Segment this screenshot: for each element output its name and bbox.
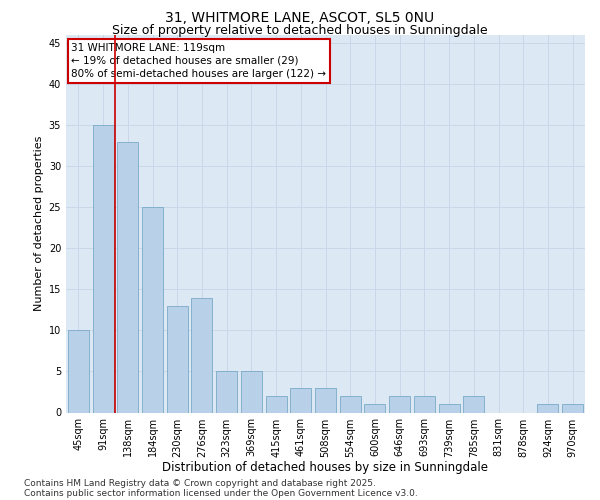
Bar: [266, 396, 287, 412]
Bar: [463, 396, 484, 412]
Bar: [290, 388, 311, 412]
Text: Contains public sector information licensed under the Open Government Licence v3: Contains public sector information licen…: [24, 488, 418, 498]
Bar: [439, 404, 460, 412]
Y-axis label: Number of detached properties: Number of detached properties: [34, 136, 44, 312]
Text: 31 WHITMORE LANE: 119sqm
← 19% of detached houses are smaller (29)
80% of semi-d: 31 WHITMORE LANE: 119sqm ← 19% of detach…: [71, 42, 326, 79]
Text: 31, WHITMORE LANE, ASCOT, SL5 0NU: 31, WHITMORE LANE, ASCOT, SL5 0NU: [166, 11, 434, 25]
Bar: [117, 142, 138, 412]
Bar: [315, 388, 336, 412]
Bar: [241, 372, 262, 412]
Bar: [92, 126, 113, 412]
Bar: [364, 404, 385, 412]
Bar: [191, 298, 212, 412]
Bar: [414, 396, 435, 412]
Bar: [389, 396, 410, 412]
Text: Size of property relative to detached houses in Sunningdale: Size of property relative to detached ho…: [112, 24, 488, 37]
X-axis label: Distribution of detached houses by size in Sunningdale: Distribution of detached houses by size …: [163, 461, 488, 474]
Bar: [538, 404, 559, 412]
Text: Contains HM Land Registry data © Crown copyright and database right 2025.: Contains HM Land Registry data © Crown c…: [24, 478, 376, 488]
Bar: [142, 208, 163, 412]
Bar: [562, 404, 583, 412]
Bar: [68, 330, 89, 412]
Bar: [216, 372, 237, 412]
Bar: [340, 396, 361, 412]
Bar: [167, 306, 188, 412]
